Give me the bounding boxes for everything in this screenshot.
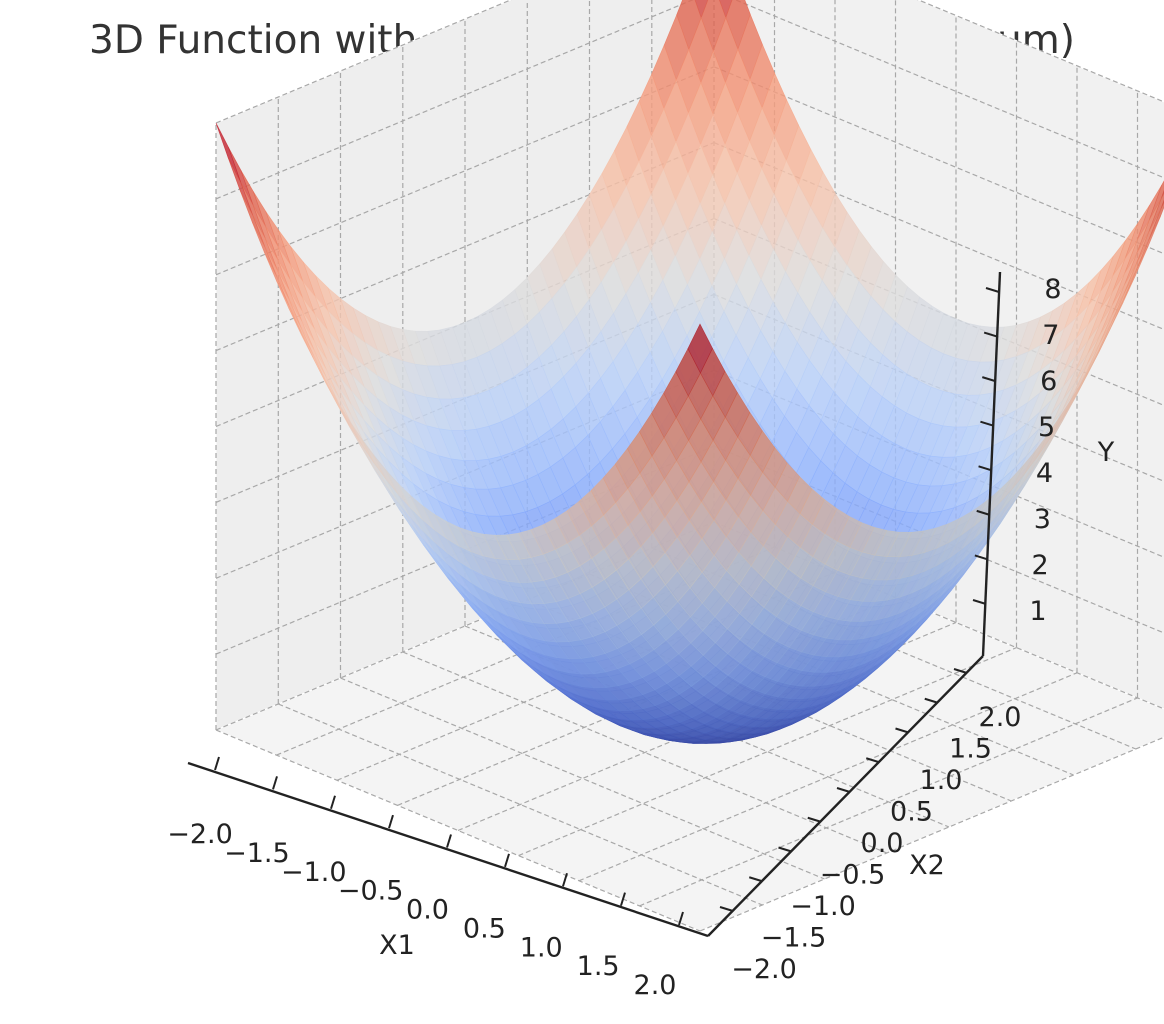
grid-line-back-z bbox=[713, 445, 1164, 634]
y-tick-mark bbox=[953, 668, 968, 674]
z-tick-label: 3 bbox=[1034, 504, 1051, 535]
y-tick-label: −0.5 bbox=[820, 860, 886, 891]
grid-line-back-z bbox=[713, 66, 1164, 255]
grid-line-back-z bbox=[713, 217, 1164, 407]
grid-line-back-z bbox=[713, 293, 1164, 482]
x-axis-line bbox=[187, 761, 709, 938]
z-tick-label: 2 bbox=[1032, 550, 1049, 581]
grid-line-side-z bbox=[215, 66, 715, 276]
surface-mesh bbox=[215, 0, 1164, 744]
y-tick-mark bbox=[865, 757, 880, 764]
y-tick-label: 0.0 bbox=[861, 828, 904, 859]
x-axis-label: X1 bbox=[379, 930, 415, 961]
x-tick-label: −1.0 bbox=[281, 857, 347, 888]
grid-line-back-z bbox=[734, 0, 1164, 179]
grid-line-floor-y bbox=[527, 599, 1012, 802]
y-tick-label: 0.5 bbox=[890, 797, 933, 828]
y-tick-label: 2.0 bbox=[979, 702, 1022, 733]
x-tick-mark bbox=[214, 756, 220, 771]
z-tick-mark bbox=[978, 465, 992, 472]
y-tick-mark bbox=[778, 846, 792, 853]
y-tick-mark bbox=[719, 906, 734, 912]
x-tick-label: −1.5 bbox=[224, 838, 290, 869]
y-tick-mark bbox=[807, 816, 822, 823]
z-axis-label: Y bbox=[1097, 437, 1115, 468]
z-tick-mark bbox=[972, 599, 987, 605]
z-tick-mark bbox=[983, 331, 998, 338]
x-tick-label: 0.5 bbox=[463, 913, 506, 944]
z-tick-label: 6 bbox=[1040, 366, 1057, 397]
y-axis-label: X2 bbox=[909, 850, 945, 881]
surface-patch bbox=[687, 323, 713, 374]
y-tick-mark bbox=[895, 727, 909, 734]
x-tick-label: −0.5 bbox=[338, 876, 404, 907]
grid-line-floor-x bbox=[578, 672, 1078, 882]
x-tick-label: 1.0 bbox=[520, 932, 563, 963]
x-tick-mark bbox=[272, 776, 278, 790]
y-tick-label: −1.5 bbox=[761, 923, 827, 954]
y-tick-mark bbox=[836, 787, 851, 793]
z-tick-label: 7 bbox=[1042, 320, 1059, 351]
tick-labels: −2.0−1.5−1.0−0.50.00.51.01.52.0−2.0−1.5−… bbox=[167, 274, 1061, 1001]
z-tick-mark bbox=[976, 509, 991, 516]
x-tick-mark bbox=[678, 911, 684, 926]
x-tick-mark bbox=[446, 834, 452, 848]
grid-line-floor-y bbox=[713, 521, 1164, 710]
z-tick-mark bbox=[981, 376, 996, 383]
axis-lines bbox=[187, 271, 1002, 938]
y-tick-label: 1.5 bbox=[949, 734, 992, 765]
grid-line-side-z bbox=[215, 0, 513, 124]
x-tick-mark bbox=[562, 872, 568, 887]
grid-line-floor-y bbox=[651, 547, 1137, 750]
x-tick-label: 0.0 bbox=[406, 895, 449, 926]
grid-line-floor-x bbox=[639, 697, 1138, 907]
grid-line-floor-y bbox=[464, 625, 950, 828]
grid-line-floor-y bbox=[589, 573, 1074, 776]
y-tick-mark bbox=[924, 697, 939, 704]
grid-line-floor-y bbox=[215, 729, 701, 932]
grid-line-floor-y bbox=[278, 703, 763, 906]
y-tick-mark bbox=[748, 876, 763, 883]
x-tick-label: 2.0 bbox=[634, 970, 677, 1001]
z-tick-label: 8 bbox=[1044, 274, 1061, 305]
z-tick-label: 1 bbox=[1029, 596, 1046, 627]
grid-line-floor-y bbox=[402, 651, 888, 854]
x-tick-mark bbox=[504, 853, 510, 868]
z-tick-mark bbox=[985, 287, 1000, 293]
y-tick-label: 1.0 bbox=[920, 765, 963, 796]
z-tick-label: 4 bbox=[1036, 458, 1053, 489]
grid-line-back-z bbox=[713, 369, 1164, 558]
grid-line-floor-x bbox=[699, 736, 1164, 932]
grid-line-floor-x bbox=[518, 647, 1017, 857]
grid-line-floor-y bbox=[340, 677, 825, 880]
surface-patch bbox=[1160, 199, 1164, 209]
x-tick-label: −2.0 bbox=[167, 819, 233, 850]
z-tick-mark bbox=[974, 554, 989, 561]
x-tick-mark bbox=[388, 814, 394, 829]
grid-line-side-z bbox=[215, 0, 694, 200]
x-tick-mark bbox=[620, 892, 626, 906]
y-tick-label: −2.0 bbox=[731, 954, 797, 985]
z-tick-label: 5 bbox=[1038, 412, 1055, 443]
grid-line-back-z bbox=[917, 0, 1164, 103]
y-tick-label: −1.0 bbox=[790, 891, 856, 922]
z-tick-mark bbox=[980, 420, 994, 427]
x-tick-label: 1.5 bbox=[577, 951, 620, 982]
x-tick-mark bbox=[330, 795, 336, 810]
